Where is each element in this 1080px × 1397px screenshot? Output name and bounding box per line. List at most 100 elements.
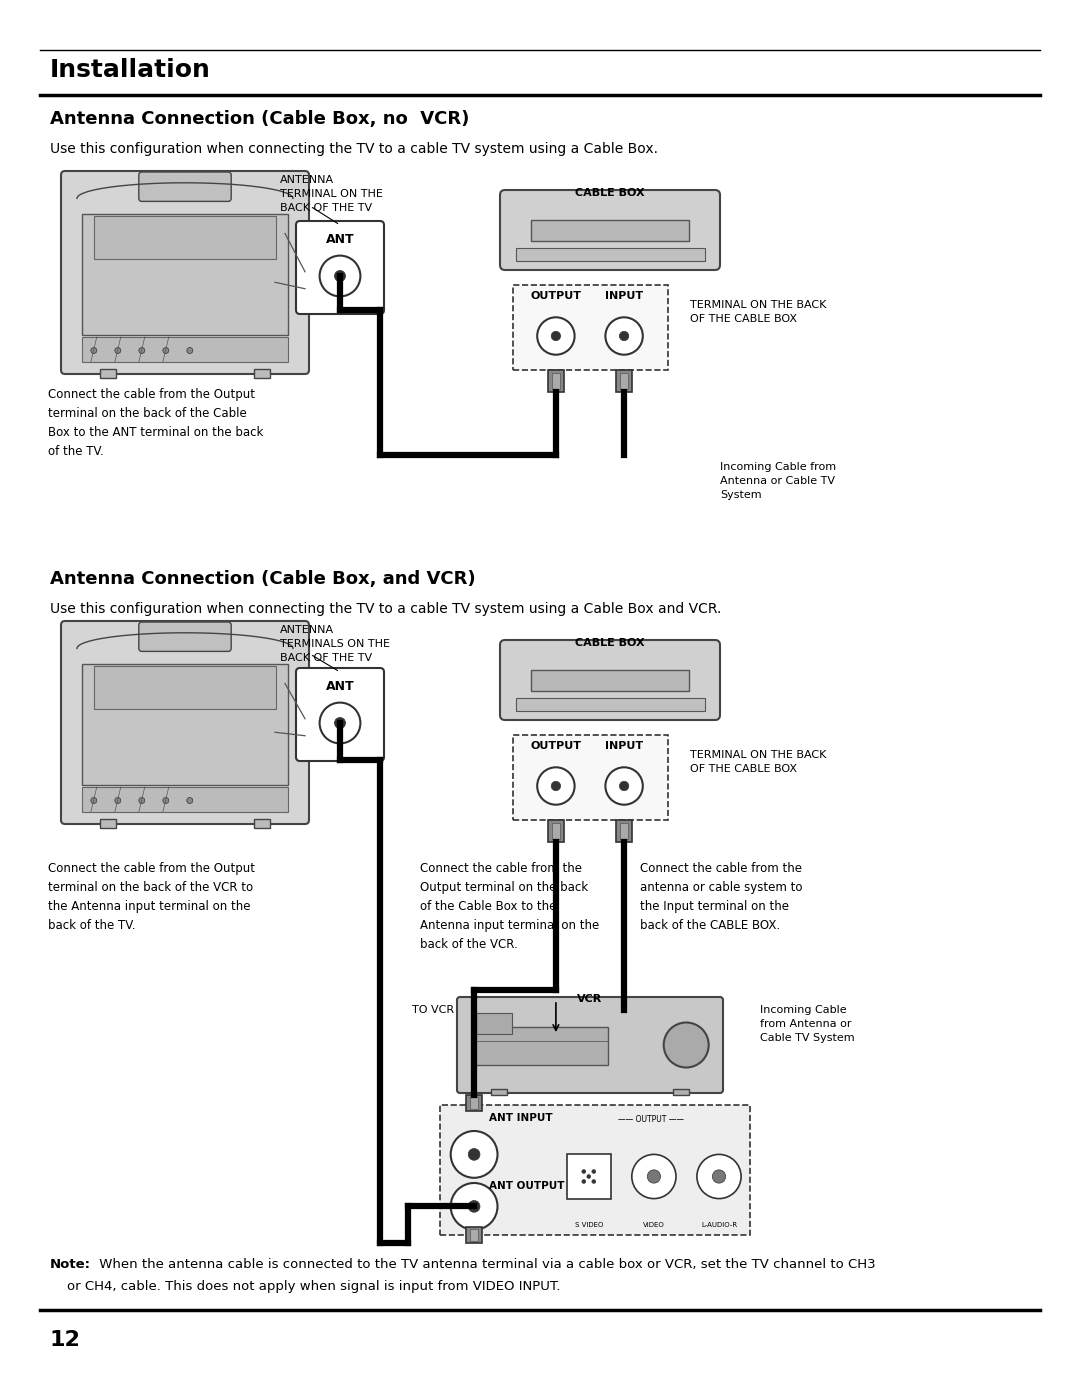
Text: S VIDEO: S VIDEO	[575, 1222, 603, 1228]
Text: ANT INPUT: ANT INPUT	[489, 1113, 553, 1123]
Circle shape	[606, 767, 643, 805]
Circle shape	[450, 1183, 498, 1229]
Text: Connect the cable from the Output
terminal on the back of the Cable
Box to the A: Connect the cable from the Output termin…	[48, 388, 264, 458]
Bar	[515, 698, 704, 711]
Circle shape	[620, 331, 629, 341]
Text: Antenna Connection (Cable Box, no  VCR): Antenna Connection (Cable Box, no VCR)	[50, 110, 470, 129]
Text: L-AUDIO-R: L-AUDIO-R	[701, 1222, 737, 1228]
Bar	[548, 820, 564, 842]
Bar	[552, 823, 559, 838]
Circle shape	[606, 317, 643, 355]
Bar	[467, 1095, 482, 1111]
Bar	[82, 337, 288, 362]
Bar	[531, 669, 689, 690]
Circle shape	[335, 718, 346, 728]
Text: Use this configuration when connecting the TV to a cable TV system using a Cable: Use this configuration when connecting t…	[50, 142, 658, 156]
Bar	[82, 664, 288, 785]
Bar	[82, 787, 288, 812]
Text: Incoming Cable from
Antenna or Cable TV
System: Incoming Cable from Antenna or Cable TV …	[720, 462, 836, 500]
Circle shape	[592, 1169, 596, 1173]
Bar	[467, 1227, 482, 1243]
Bar	[552, 373, 559, 388]
Text: Antenna Connection (Cable Box, and VCR): Antenna Connection (Cable Box, and VCR)	[50, 570, 475, 588]
Text: VIDEO: VIDEO	[643, 1222, 665, 1228]
Circle shape	[713, 1169, 726, 1183]
Text: —— OUTPUT ——: —— OUTPUT ——	[618, 1115, 684, 1125]
Circle shape	[582, 1179, 585, 1183]
Circle shape	[187, 348, 193, 353]
Circle shape	[163, 348, 168, 353]
Circle shape	[91, 798, 97, 803]
FancyBboxPatch shape	[296, 221, 384, 314]
Bar	[473, 1027, 608, 1065]
Text: TERMINAL ON THE BACK
OF THE CABLE BOX: TERMINAL ON THE BACK OF THE CABLE BOX	[690, 300, 826, 324]
Bar	[475, 1013, 512, 1034]
Bar	[100, 369, 117, 379]
Circle shape	[537, 767, 575, 805]
Bar	[620, 373, 629, 388]
Text: When the antenna cable is connected to the TV antenna terminal via a cable box o: When the antenna cable is connected to t…	[95, 1259, 876, 1271]
Circle shape	[114, 798, 121, 803]
Text: CABLE BOX: CABLE BOX	[576, 638, 645, 648]
FancyBboxPatch shape	[139, 622, 231, 651]
Circle shape	[139, 798, 145, 803]
Text: OUTPUT: OUTPUT	[530, 291, 581, 300]
Text: CABLE BOX: CABLE BOX	[576, 189, 645, 198]
Bar	[82, 214, 288, 335]
Bar	[470, 1229, 478, 1241]
Circle shape	[320, 703, 361, 743]
Circle shape	[582, 1169, 585, 1173]
Bar	[254, 369, 270, 379]
Circle shape	[469, 1148, 480, 1161]
Text: Connect the cable from the
Output terminal on the back
of the Cable Box to the
A: Connect the cable from the Output termin…	[420, 862, 599, 951]
Circle shape	[551, 781, 561, 791]
Circle shape	[537, 317, 575, 355]
Text: or CH4, cable. This does not apply when signal is input from VIDEO INPUT.: or CH4, cable. This does not apply when …	[50, 1280, 561, 1294]
Text: ANT: ANT	[326, 680, 354, 693]
Bar	[100, 819, 117, 828]
Circle shape	[91, 348, 97, 353]
Bar	[616, 820, 632, 842]
Circle shape	[163, 798, 168, 803]
Text: Use this configuration when connecting the TV to a cable TV system using a Cable: Use this configuration when connecting t…	[50, 602, 721, 616]
Bar	[515, 249, 704, 261]
FancyBboxPatch shape	[500, 640, 720, 719]
Text: Note:: Note:	[50, 1259, 91, 1271]
Bar	[673, 1090, 689, 1095]
Text: Installation: Installation	[50, 59, 211, 82]
Circle shape	[187, 798, 193, 803]
Bar	[531, 219, 689, 240]
Bar	[513, 735, 667, 820]
Text: TO VCR: TO VCR	[411, 1004, 454, 1016]
Bar	[491, 1090, 507, 1095]
FancyBboxPatch shape	[139, 172, 231, 201]
Text: OUTPUT: OUTPUT	[530, 740, 581, 752]
Circle shape	[139, 348, 145, 353]
Bar	[548, 370, 564, 393]
Bar	[620, 823, 629, 838]
Bar	[567, 1154, 611, 1199]
Circle shape	[320, 256, 361, 296]
Bar	[440, 1105, 750, 1235]
Text: 12: 12	[50, 1330, 81, 1350]
Circle shape	[647, 1169, 661, 1183]
Circle shape	[592, 1179, 596, 1183]
Circle shape	[551, 331, 561, 341]
Bar	[513, 285, 667, 370]
Bar	[616, 370, 632, 393]
Text: INPUT: INPUT	[605, 740, 644, 752]
Text: TERMINAL ON THE BACK
OF THE CABLE BOX: TERMINAL ON THE BACK OF THE CABLE BOX	[690, 750, 826, 774]
FancyBboxPatch shape	[500, 190, 720, 270]
Text: Connect the cable from the
antenna or cable system to
the Input terminal on the
: Connect the cable from the antenna or ca…	[640, 862, 802, 932]
Text: ANT: ANT	[326, 233, 354, 246]
Bar	[470, 1098, 478, 1109]
FancyBboxPatch shape	[60, 622, 309, 824]
Circle shape	[632, 1154, 676, 1199]
Bar	[94, 217, 276, 258]
Text: ANTENNA
TERMINAL ON THE
BACK OF THE TV: ANTENNA TERMINAL ON THE BACK OF THE TV	[280, 175, 383, 212]
Bar	[254, 819, 270, 828]
Circle shape	[114, 348, 121, 353]
Circle shape	[335, 271, 346, 282]
Text: Incoming Cable
from Antenna or
Cable TV System: Incoming Cable from Antenna or Cable TV …	[760, 1004, 854, 1044]
Text: INPUT: INPUT	[605, 291, 644, 300]
